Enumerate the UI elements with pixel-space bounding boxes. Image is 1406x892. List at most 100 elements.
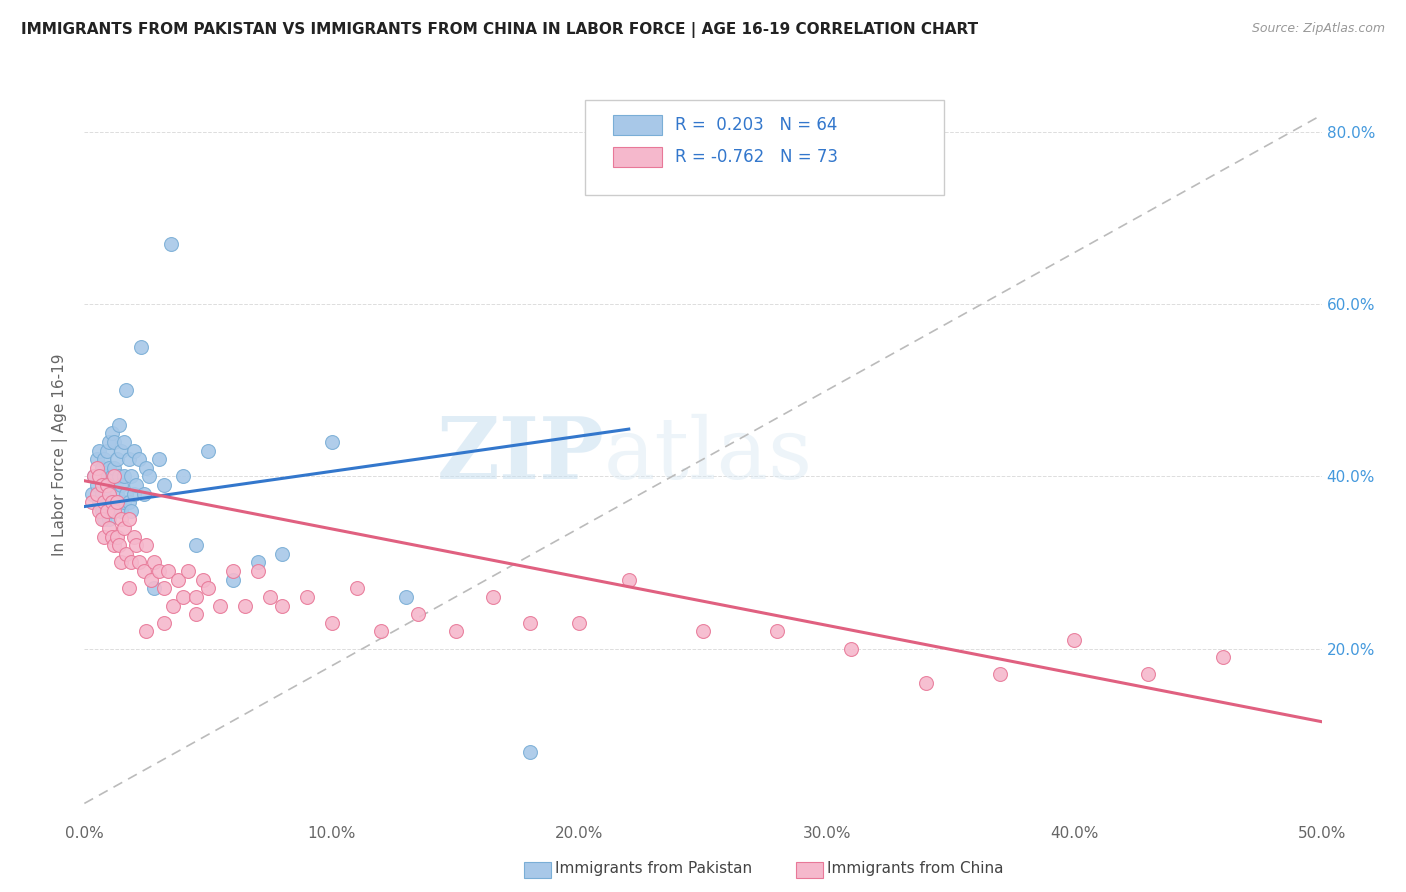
Point [108, 495, 131, 509]
Point [191, 573, 214, 587]
FancyBboxPatch shape [796, 862, 823, 878]
Point [444, 624, 467, 639]
Point [519, 615, 541, 630]
Point [148, 564, 170, 578]
Point [103, 469, 125, 483]
Point [118, 495, 141, 509]
Point [132, 486, 155, 500]
Point [90, 486, 112, 500]
Point [125, 478, 148, 492]
Point [184, 607, 207, 621]
Point [481, 590, 503, 604]
Point [162, 599, 184, 613]
Text: atlas: atlas [605, 413, 813, 497]
Point [86, 486, 108, 500]
Point [222, 573, 245, 587]
Point [105, 486, 128, 500]
Point [115, 547, 138, 561]
Point [90, 512, 112, 526]
Point [115, 486, 138, 500]
Text: R = -0.762   N = 73: R = -0.762 N = 73 [675, 148, 838, 166]
Point [90, 478, 112, 492]
FancyBboxPatch shape [523, 862, 551, 878]
Point [89, 469, 111, 483]
Point [125, 538, 148, 552]
Point [295, 590, 318, 604]
Point [112, 469, 135, 483]
Text: ZIP: ZIP [436, 413, 605, 497]
Point [96, 443, 118, 458]
Point [135, 460, 157, 475]
Point [148, 452, 170, 467]
Point [617, 573, 640, 587]
Point [128, 452, 150, 467]
Point [914, 676, 936, 690]
Point [152, 582, 174, 596]
Point [135, 624, 157, 639]
Point [115, 384, 138, 398]
Point [128, 556, 150, 570]
Point [93, 530, 115, 544]
Point [86, 452, 108, 467]
Point [157, 564, 180, 578]
Point [142, 582, 165, 596]
Point [89, 443, 111, 458]
Point [766, 624, 789, 639]
Point [110, 504, 132, 518]
Point [692, 624, 714, 639]
Text: Immigrants from China: Immigrants from China [827, 861, 1004, 876]
Point [321, 435, 343, 450]
Point [321, 615, 343, 630]
Point [98, 512, 121, 526]
Point [408, 607, 430, 621]
Point [152, 615, 174, 630]
Point [98, 486, 121, 500]
Point [80, 495, 103, 509]
Point [233, 599, 256, 613]
Point [103, 435, 125, 450]
Point [98, 435, 121, 450]
Point [90, 504, 112, 518]
Point [1137, 667, 1160, 681]
Point [172, 590, 194, 604]
Point [184, 538, 207, 552]
Point [80, 486, 103, 500]
Point [83, 469, 105, 483]
Point [83, 469, 105, 483]
Point [96, 495, 118, 509]
Point [271, 547, 294, 561]
Point [89, 504, 111, 518]
Point [259, 590, 281, 604]
Point [184, 590, 207, 604]
Point [135, 538, 157, 552]
Point [112, 521, 135, 535]
Point [96, 469, 118, 483]
Point [100, 530, 122, 544]
FancyBboxPatch shape [613, 147, 662, 168]
Point [112, 495, 135, 509]
Point [988, 667, 1011, 681]
Text: R =  0.203   N = 64: R = 0.203 N = 64 [675, 116, 837, 134]
Point [86, 460, 108, 475]
Point [519, 745, 541, 759]
Point [100, 469, 122, 483]
Point [1212, 650, 1234, 665]
Y-axis label: In Labor Force | Age 16-19: In Labor Force | Age 16-19 [52, 353, 69, 557]
Point [103, 538, 125, 552]
Point [209, 599, 232, 613]
Point [568, 615, 591, 630]
Point [93, 478, 115, 492]
Point [105, 530, 128, 544]
Point [118, 452, 141, 467]
Point [141, 573, 163, 587]
Point [100, 504, 122, 518]
Point [96, 504, 118, 518]
Point [93, 452, 115, 467]
Point [167, 573, 190, 587]
Point [142, 556, 165, 570]
Point [98, 460, 121, 475]
Point [246, 564, 269, 578]
Point [110, 443, 132, 458]
Point [98, 486, 121, 500]
Point [90, 460, 112, 475]
